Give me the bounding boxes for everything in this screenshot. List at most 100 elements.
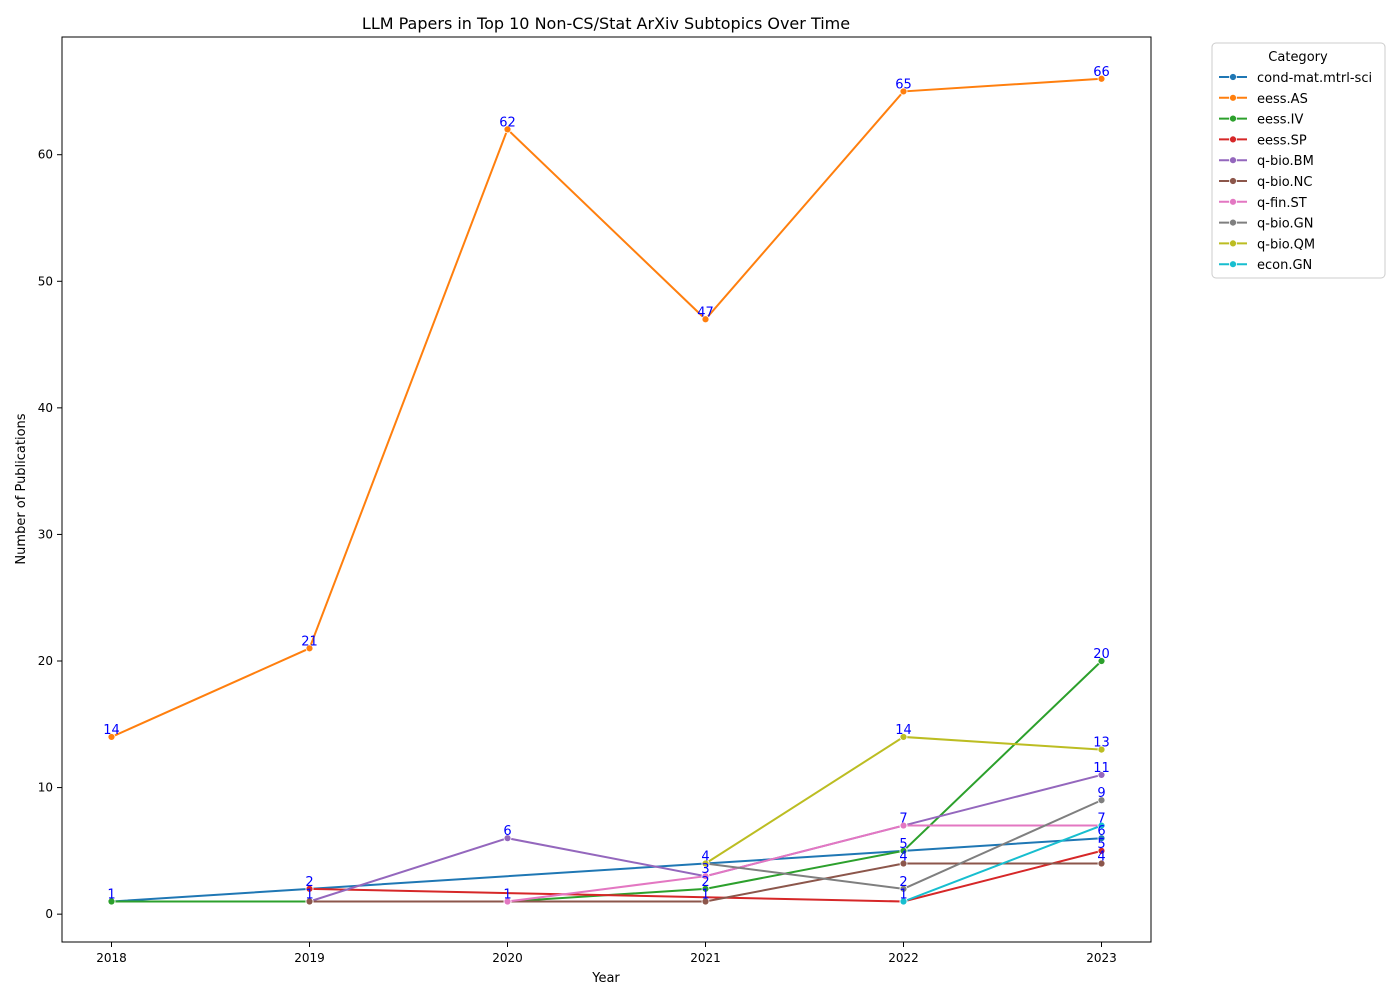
legend-marker-econ.GN <box>1229 260 1237 269</box>
y-tick-label: 40 <box>38 401 53 415</box>
x-tick-label: 2020 <box>492 951 523 965</box>
y-tick-label: 60 <box>38 148 53 162</box>
series-markers <box>107 74 1106 906</box>
x-axis: 2018 2019 2020 2021 2022 2023 <box>96 942 1117 965</box>
data-label: 6 <box>1097 824 1105 839</box>
data-point-q-bio.QM <box>701 859 710 868</box>
data-label: 1 <box>701 887 709 902</box>
data-point-eess.SP <box>305 884 314 893</box>
data-point-eess.AS <box>899 87 908 96</box>
plot-area-frame <box>61 36 1152 943</box>
x-tick-label: 2018 <box>96 951 127 965</box>
data-label: 7 <box>1097 812 1105 827</box>
legend-label-q-fin.ST: q-fin.ST <box>1257 196 1307 211</box>
legend-marker-q-bio.GN <box>1229 218 1237 227</box>
data-point-econ.GN <box>1097 821 1106 830</box>
legend-marker-q-bio.BM <box>1229 156 1237 165</box>
data-point-q-bio.NC <box>899 859 908 868</box>
data-point-q-bio.QM <box>1097 745 1106 754</box>
data-point-q-fin.ST <box>503 897 512 906</box>
legend-title: Category <box>1268 50 1328 65</box>
chart-title: LLM Papers in Top 10 Non-CS/Stat ArXiv S… <box>362 14 850 33</box>
data-label: 65 <box>895 77 912 92</box>
legend-label-cond-mat.mtrl-sci: cond-mat.mtrl-sci <box>1257 71 1372 86</box>
data-label: 1 <box>899 887 907 902</box>
data-point-eess.SP <box>1097 846 1106 855</box>
legend-label-q-bio.GN: q-bio.GN <box>1257 217 1313 232</box>
data-point-eess.AS <box>503 125 512 134</box>
data-point-q-bio.NC <box>701 897 710 906</box>
y-tick-label: 30 <box>38 527 53 541</box>
x-tick-label: 2023 <box>1086 951 1117 965</box>
legend: Category cond-mat.mtrl-sci eess.AS eess.IV… <box>1211 42 1386 279</box>
data-point-econ.GN <box>899 897 908 906</box>
x-tick-label: 2021 <box>690 951 721 965</box>
data-label: 13 <box>1093 736 1110 751</box>
legend-marker-eess.AS <box>1229 93 1237 102</box>
data-point-cond-mat.mtrl-sci <box>1097 834 1106 843</box>
series-line-eess.AS <box>111 77 1102 738</box>
data-label: 9 <box>1097 786 1105 801</box>
data-point-eess.IV <box>1097 657 1106 665</box>
legend-marker-q-bio.QM <box>1229 239 1237 248</box>
legend-label-eess.AS: eess.AS <box>1257 92 1308 107</box>
data-label: 2 <box>701 875 709 890</box>
data-label: 1 <box>107 887 115 902</box>
data-label: 62 <box>499 115 516 130</box>
legend-marker-eess.IV <box>1229 114 1237 123</box>
data-label: 20 <box>1093 647 1110 662</box>
legend-marker-q-bio.NC <box>1229 177 1237 185</box>
series-line-q-fin.ST <box>507 824 1102 903</box>
data-label: 14 <box>103 723 120 738</box>
data-label: 47 <box>697 305 714 320</box>
data-point-eess.AS <box>305 644 314 653</box>
data-label: 66 <box>1093 65 1110 80</box>
data-point-q-bio.GN <box>1097 796 1106 805</box>
data-point-q-bio.QM <box>899 733 908 741</box>
data-point-eess.AS <box>107 733 116 741</box>
data-point-eess.AS <box>701 315 710 324</box>
legend-marker-q-fin.ST <box>1229 197 1237 206</box>
data-point-q-bio.NC <box>305 897 314 906</box>
data-label: 5 <box>1097 837 1105 852</box>
legend-label-q-bio.NC: q-bio.NC <box>1257 175 1312 190</box>
legend-items: cond-mat.mtrl-sci eess.AS eess.IV eess.SP q-… <box>1219 71 1372 273</box>
data-point-eess.IV <box>107 897 116 906</box>
y-tick-label: 0 <box>45 907 53 921</box>
legend-label-eess.IV: eess.IV <box>1257 113 1304 128</box>
y-axis-label: Number of Publications <box>14 413 29 564</box>
data-label: 2 <box>305 875 313 890</box>
data-point-q-bio.BM <box>503 834 512 843</box>
data-point-eess.AS <box>1097 74 1106 83</box>
data-label: 6 <box>503 824 511 839</box>
y-tick-label: 50 <box>38 274 53 288</box>
data-label: 4 <box>1097 850 1105 865</box>
legend-marker-eess.SP <box>1229 135 1237 144</box>
x-tick-label: 2019 <box>294 951 325 965</box>
data-label: 21 <box>301 634 318 649</box>
data-label: 11 <box>1093 761 1110 776</box>
legend-label-eess.SP: eess.SP <box>1257 133 1307 148</box>
legend-label-q-bio.BM: q-bio.BM <box>1257 154 1314 169</box>
legend-label-q-bio.QM: q-bio.QM <box>1257 237 1315 252</box>
data-label: 1 <box>305 887 313 902</box>
data-label: 4 <box>899 850 907 865</box>
data-point-q-fin.ST <box>701 872 710 881</box>
legend-box <box>1211 42 1386 279</box>
data-label: 1 <box>503 887 511 902</box>
data-label: 14 <box>895 723 912 738</box>
data-point-q-bio.GN <box>899 884 908 893</box>
legend-marker-cond-mat.mtrl-sci <box>1229 73 1237 81</box>
data-label: 3 <box>701 862 709 877</box>
legend-label-econ.GN: econ.GN <box>1257 258 1312 273</box>
x-axis-label: Year <box>591 971 620 986</box>
data-point-eess.IV <box>899 846 908 855</box>
y-axis: 0 10 20 30 40 50 60 <box>38 148 62 921</box>
y-tick-label: 10 <box>38 781 53 795</box>
data-point-q-fin.ST <box>899 821 908 830</box>
data-point-eess.IV <box>701 884 710 893</box>
data-point-q-bio.NC <box>1097 859 1106 868</box>
